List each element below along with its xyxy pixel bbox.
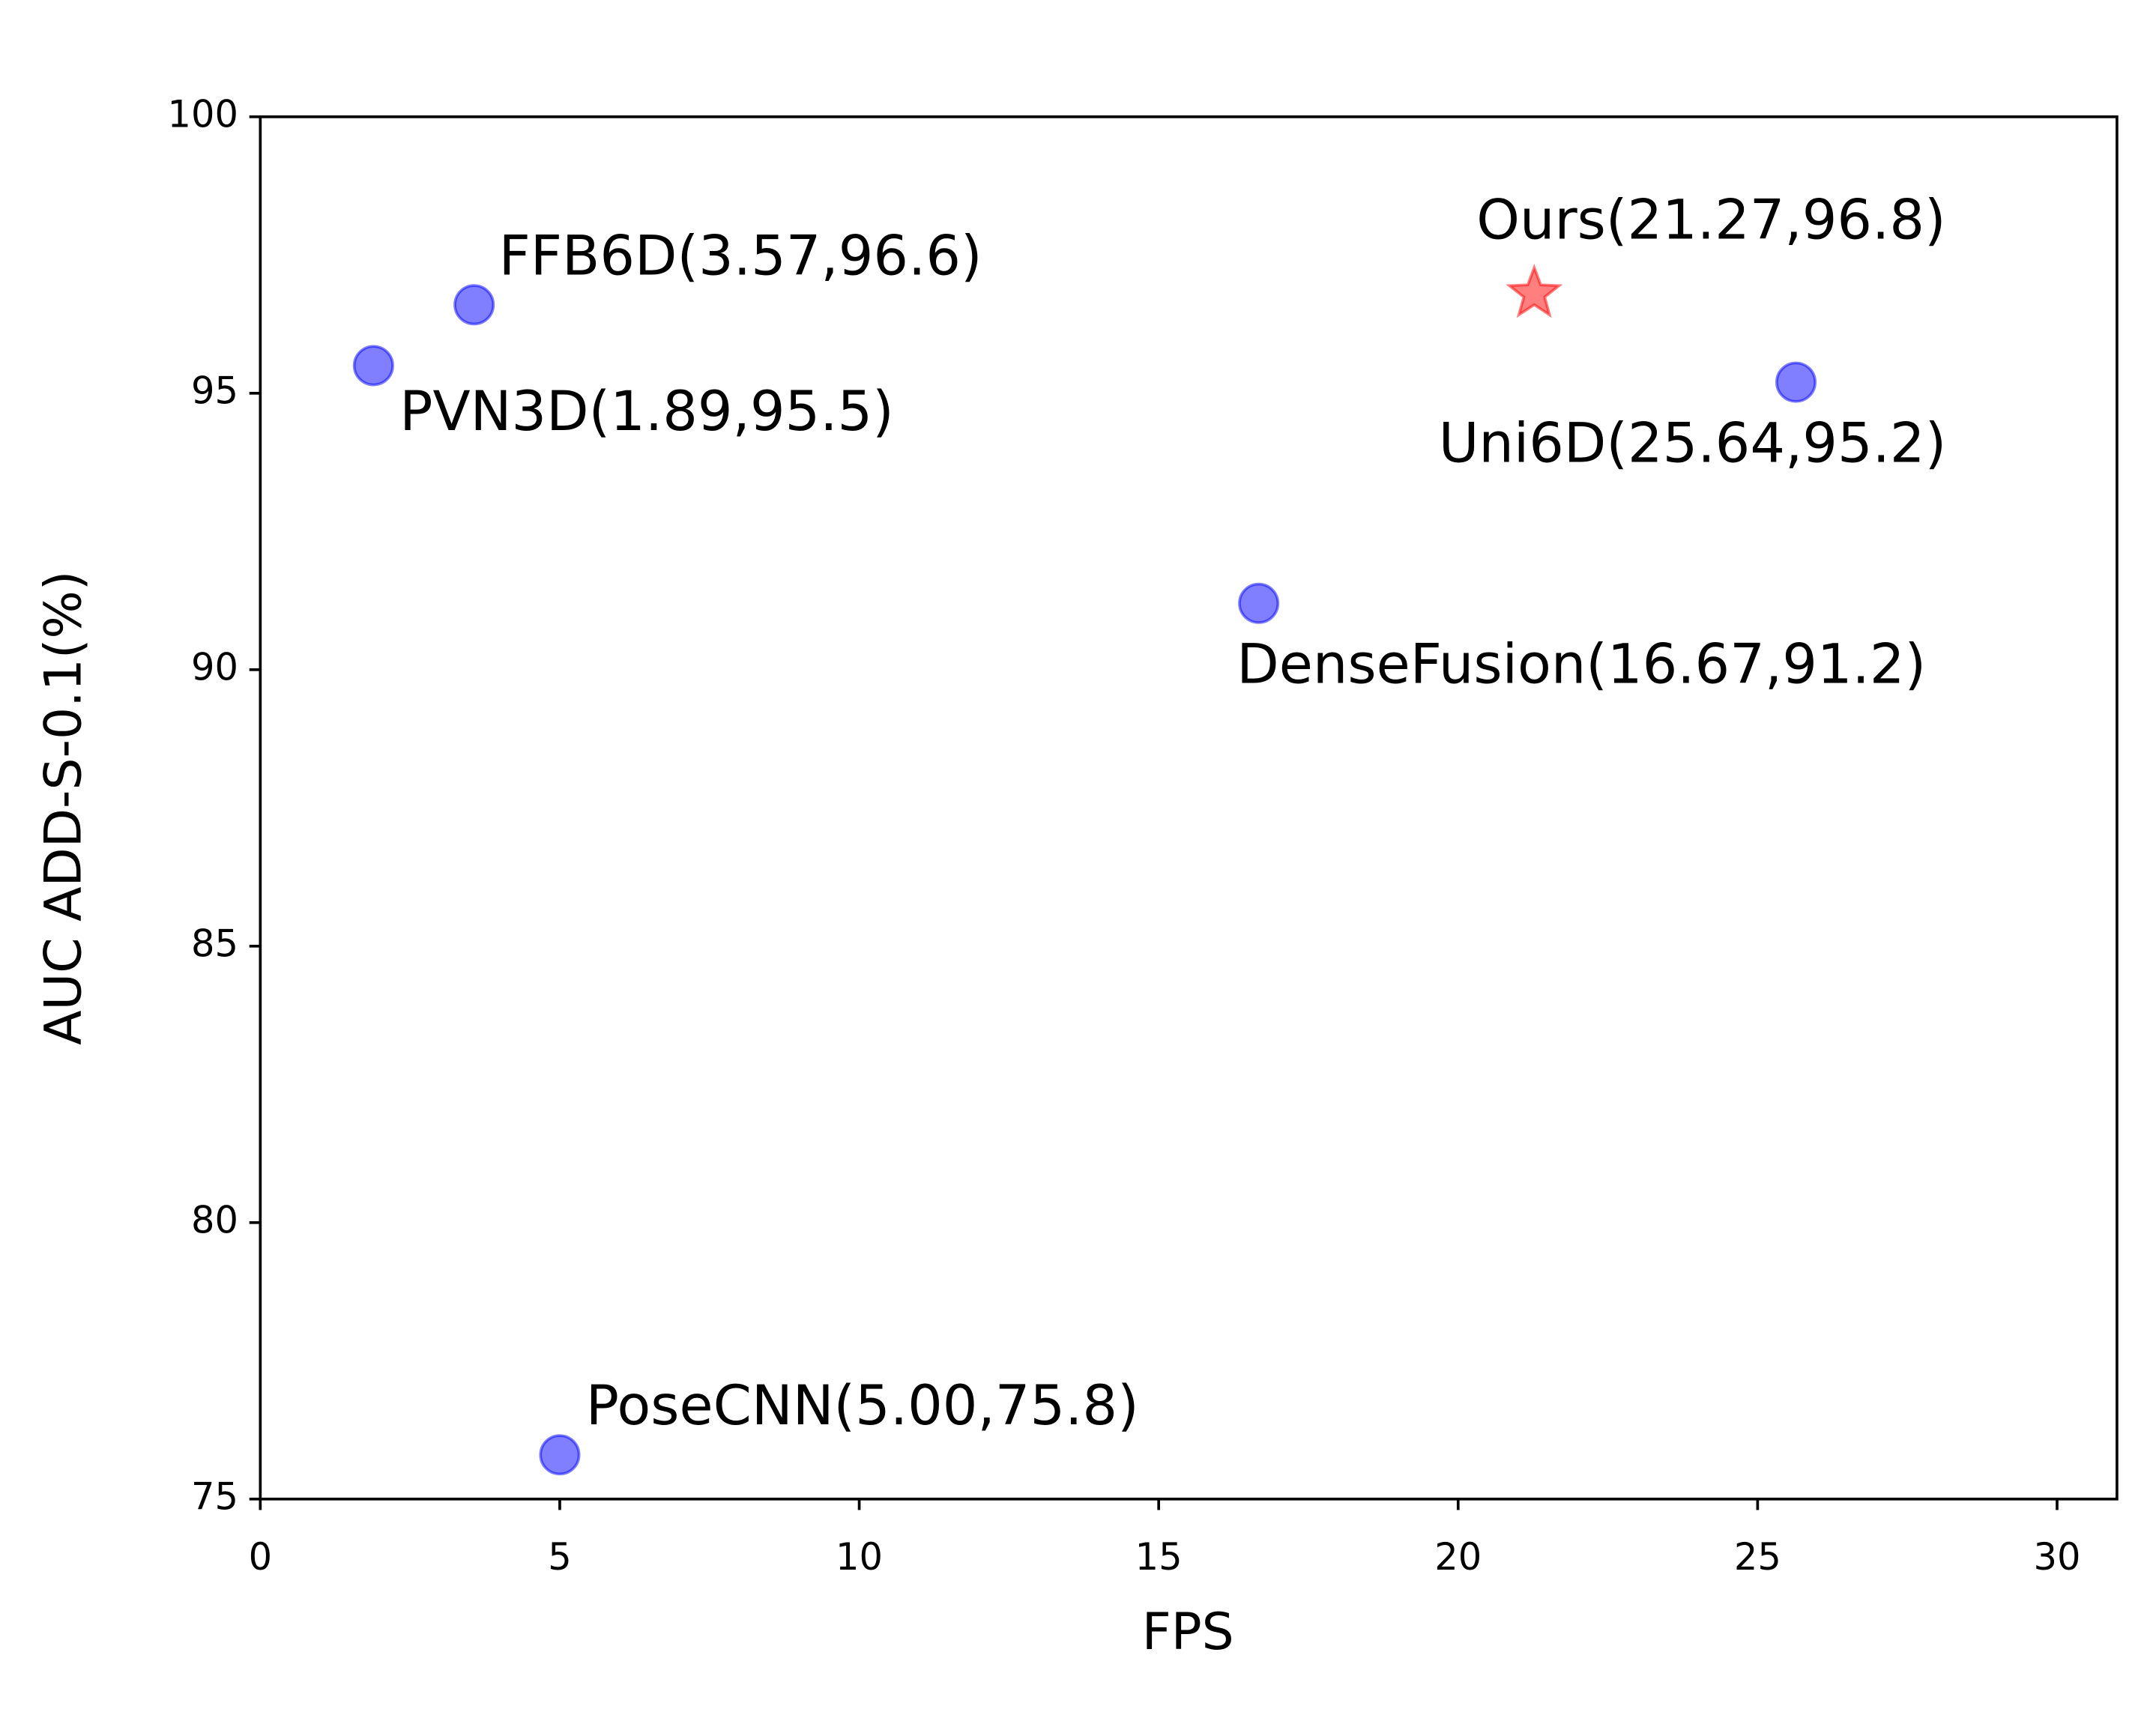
y-axis-title: AUC ADD-S-0.1(%) <box>34 571 93 1045</box>
point-label: DenseFusion(16.67,91.2) <box>1236 632 1926 696</box>
y-tick-label: 75 <box>191 1474 238 1518</box>
x-tick-label: 25 <box>1734 1535 1781 1579</box>
y-tick-label: 100 <box>168 92 238 136</box>
point <box>539 1434 581 1476</box>
point <box>1775 361 1817 403</box>
point <box>352 345 394 387</box>
x-tick-label: 15 <box>1135 1535 1183 1579</box>
point-label: PoseCNN(5.00,75.8) <box>586 1374 1139 1438</box>
point-label: Ours(21.27,96.8) <box>1476 189 1945 252</box>
y-tick-label: 80 <box>191 1198 238 1241</box>
x-tick-label: 5 <box>548 1535 572 1579</box>
point-label: PVN3D(1.89,95.5) <box>399 380 894 444</box>
point-label: FFB6D(3.57,96.6) <box>499 224 982 288</box>
x-tick-label: 20 <box>1434 1535 1482 1579</box>
y-tick-label: 90 <box>191 645 238 689</box>
x-tick-label: 30 <box>2033 1535 2080 1579</box>
point <box>453 284 495 326</box>
y-tick-label: 85 <box>191 922 238 965</box>
plot-frame <box>259 115 2119 1501</box>
x-axis-title: FPS <box>1142 1603 1234 1662</box>
y-tick-label: 95 <box>191 369 238 412</box>
x-tick-label: 0 <box>249 1535 273 1579</box>
point <box>1506 264 1563 318</box>
point-label: Uni6D(25.64,95.2) <box>1439 411 1947 475</box>
x-tick-label: 10 <box>836 1535 883 1579</box>
point <box>1238 582 1280 624</box>
